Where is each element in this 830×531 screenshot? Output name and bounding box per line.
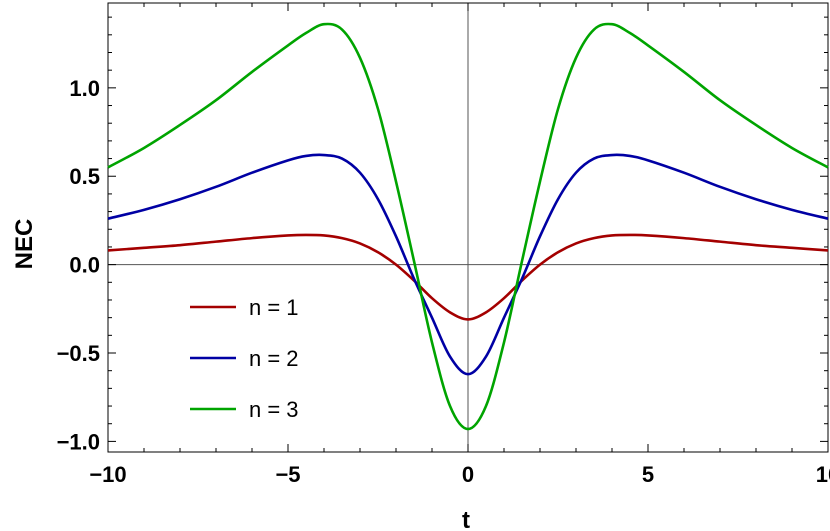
- x-axis-title: t: [462, 507, 470, 531]
- x-tick-label: 10: [816, 462, 830, 487]
- legend-label-n2: n = 2: [249, 346, 299, 371]
- y-tick-label: 1.0: [69, 76, 100, 101]
- series-line-n2: [107, 153, 829, 376]
- series-line-n1: [107, 233, 829, 321]
- tick-labels: −10 −5 0 5 10 −1.0 −0.5 0.0 0.5 1.0: [57, 76, 830, 487]
- x-tick-label: 5: [642, 462, 654, 487]
- x-tick-label: 0: [462, 462, 474, 487]
- y-axis-title: NEC: [11, 219, 38, 270]
- y-tick-label: 0.0: [69, 253, 100, 278]
- tick-marks: [107, 3, 829, 452]
- y-tick-label: −1.0: [57, 429, 100, 454]
- legend: n = 1 n = 2 n = 3: [190, 295, 299, 422]
- y-tick-label: 0.5: [69, 164, 100, 189]
- series-line-n3: [107, 22, 829, 431]
- x-tick-label: −10: [89, 462, 126, 487]
- x-tick-label: −5: [275, 462, 300, 487]
- zero-axes: [108, 3, 828, 452]
- series-lines: [107, 22, 829, 431]
- legend-label-n1: n = 1: [249, 295, 299, 320]
- y-tick-label: −0.5: [57, 341, 100, 366]
- legend-label-n3: n = 3: [249, 397, 299, 422]
